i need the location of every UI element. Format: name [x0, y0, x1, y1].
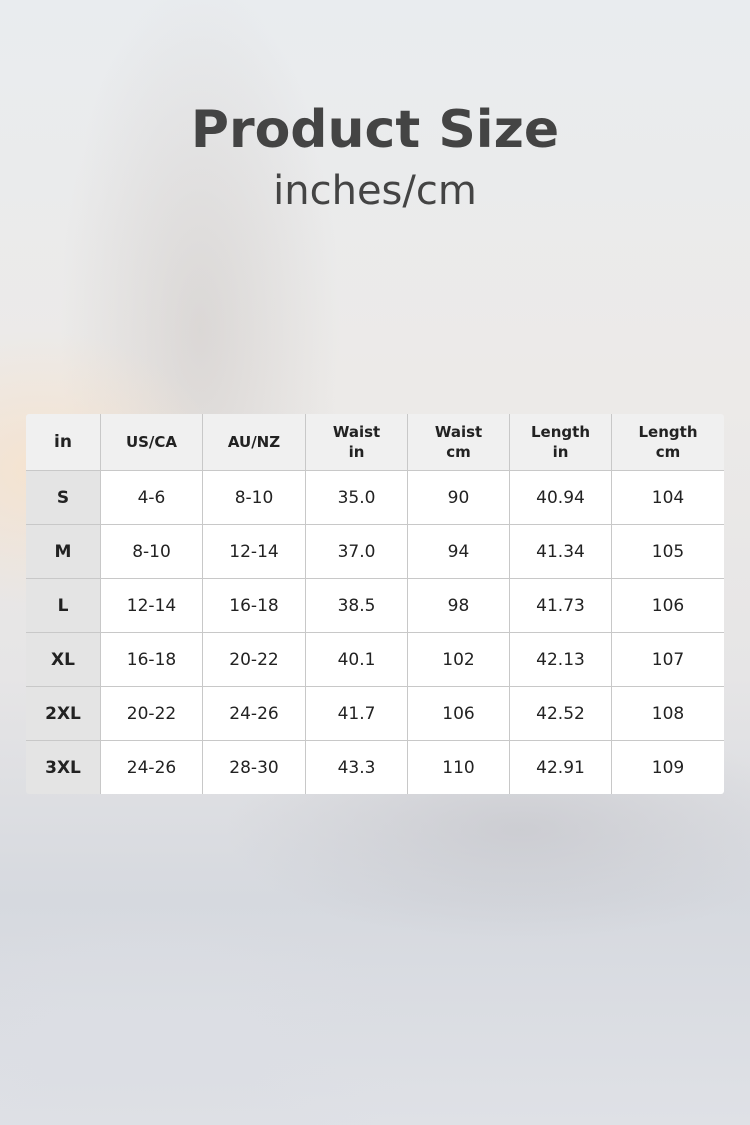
column-header: Length cm: [611, 414, 724, 471]
column-header-text: Waist: [332, 423, 381, 441]
table-cell: 20-22: [202, 632, 306, 687]
column-header: Length in: [509, 414, 612, 471]
column-header-text: Length: [531, 423, 590, 441]
size-label-cell: 3XL: [26, 740, 101, 794]
column-header: US/CA: [100, 414, 203, 471]
column-header-text: AU/NZ: [227, 433, 281, 451]
table-cell: 43.3: [305, 740, 408, 794]
size-label-cell: S: [26, 470, 101, 525]
table-cell: 16-18: [100, 632, 203, 687]
table-cell: 35.0: [305, 470, 408, 525]
table-row: 2XL 20-22 24-26 41.7 106 42.52 108: [26, 686, 724, 741]
table-cell: 40.94: [509, 470, 612, 525]
size-chart-table: in US/CA AU/NZ Waist in Waist cm Length in Length…: [25, 413, 725, 795]
column-header-text: Waist: [434, 423, 483, 441]
table-cell: 104: [611, 470, 724, 525]
table-cell: 105: [611, 524, 724, 579]
table-cell: 94: [407, 524, 510, 579]
table-cell: 42.52: [509, 686, 612, 741]
size-label-cell: 2XL: [26, 686, 101, 741]
column-header: AU/NZ: [202, 414, 306, 471]
column-header-text: in: [348, 443, 365, 461]
column-header: Waist in: [305, 414, 408, 471]
table-cell: 37.0: [305, 524, 408, 579]
header-row: in US/CA AU/NZ Waist in Waist cm Length in Length…: [26, 414, 724, 471]
column-header: Waist cm: [407, 414, 510, 471]
table-cell: 109: [611, 740, 724, 794]
table-cell: 41.7: [305, 686, 408, 741]
table-row: M 8-10 12-14 37.0 94 41.34 105: [26, 524, 724, 579]
table-cell: 106: [611, 578, 724, 633]
table-row: L 12-14 16-18 38.5 98 41.73 106: [26, 578, 724, 633]
table-cell: 12-14: [202, 524, 306, 579]
size-label-cell: M: [26, 524, 101, 579]
column-header-text: US/CA: [125, 433, 178, 451]
page-subtitle: inches/cm: [273, 168, 477, 214]
table-cell: 16-18: [202, 578, 306, 633]
table-cell: 42.13: [509, 632, 612, 687]
table-cell: 102: [407, 632, 510, 687]
column-header-text: Length: [638, 423, 698, 441]
column-header-text: in: [552, 443, 569, 461]
table-cell: 4-6: [100, 470, 203, 525]
column-header-text: cm: [446, 443, 471, 461]
table-cell: 108: [611, 686, 724, 741]
column-header-text: in: [54, 432, 72, 452]
table-cell: 12-14: [100, 578, 203, 633]
table-cell: 24-26: [202, 686, 306, 741]
size-label-cell: XL: [26, 632, 101, 687]
page-title: Product Size: [190, 100, 560, 160]
table-cell: 28-30: [202, 740, 306, 794]
size-label-cell: L: [26, 578, 101, 633]
table-cell: 106: [407, 686, 510, 741]
column-header: in: [26, 414, 101, 471]
table-cell: 107: [611, 632, 724, 687]
table-cell: 41.34: [509, 524, 612, 579]
table-cell: 98: [407, 578, 510, 633]
table-cell: 20-22: [100, 686, 203, 741]
table-row: 3XL 24-26 28-30 43.3 110 42.91 109: [26, 740, 724, 794]
table-cell: 40.1: [305, 632, 408, 687]
table-cell: 24-26: [100, 740, 203, 794]
table-cell: 110: [407, 740, 510, 794]
table-row: XL 16-18 20-22 40.1 102 42.13 107: [26, 632, 724, 687]
table-cell: 41.73: [509, 578, 612, 633]
table-cell: 8-10: [202, 470, 306, 525]
column-header-text: cm: [655, 443, 681, 461]
table-cell: 38.5: [305, 578, 408, 633]
table-cell: 90: [407, 470, 510, 525]
table-cell: 8-10: [100, 524, 203, 579]
table-cell: 42.91: [509, 740, 612, 794]
table-row: S 4-6 8-10 35.0 90 40.94 104: [26, 470, 724, 525]
